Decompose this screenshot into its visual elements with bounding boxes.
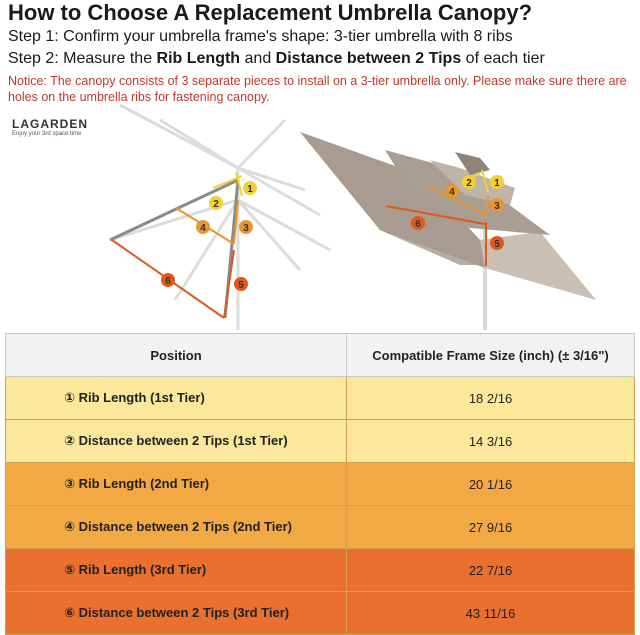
svg-text:3: 3 <box>243 223 249 234</box>
table-row: ⑥ Distance between 2 Tips (3rd Tier) 43 1… <box>5 591 635 635</box>
marker-1: 1 <box>243 181 257 195</box>
measure-markers: 1 2 3 4 5 6 1 2 3 4 5 6 <box>161 175 504 291</box>
table-row: ④ Distance between 2 Tips (2nd Tier) 27 9… <box>5 505 635 549</box>
step-2-text: Step 2: Measure the Rib Length and Dista… <box>8 50 545 68</box>
spec-table: Position Compatible Frame Size (inch) (±… <box>5 333 635 635</box>
step-2-rib-length: Rib Length <box>156 50 241 67</box>
spec-table-header: Position Compatible Frame Size (inch) (±… <box>5 333 635 377</box>
marker-2: 2 <box>462 175 476 189</box>
frame-line-3 <box>233 199 239 245</box>
brand-logo: LAGARDEN Enjoy your 3rd space time <box>12 117 88 137</box>
notice-text: Notice: The canopy consists of 3 separat… <box>8 74 627 104</box>
logo-tagline: Enjoy your 3rd space time <box>12 131 82 137</box>
size-cell: 20 1/16 <box>346 462 635 506</box>
canopy-line-4 <box>424 184 487 216</box>
position-cell: ① Rib Length (1st Tier) <box>5 376 347 420</box>
position-cell: ⑥ Distance between 2 Tips (3rd Tier) <box>5 591 347 635</box>
marker-2: 2 <box>209 196 223 210</box>
svg-text:4: 4 <box>200 223 206 234</box>
size-cell: 18 2/16 <box>346 376 635 420</box>
marker-5: 5 <box>490 236 504 250</box>
position-cell: ③ Rib Length (2nd Tier) <box>5 462 347 506</box>
frame-line-2 <box>212 175 243 189</box>
step-1-text: Step 1: Confirm your umbrella frame's sh… <box>8 28 513 45</box>
marker-3: 3 <box>239 220 253 234</box>
svg-text:1: 1 <box>494 178 500 189</box>
marker-6: 6 <box>411 216 425 230</box>
step-2-prefix: Step 2: Measure the <box>8 50 157 67</box>
frame-line-5 <box>223 249 235 319</box>
step-2-distance: Distance between 2 Tips <box>275 50 462 67</box>
canopy-line-1 <box>481 169 489 193</box>
table-row: ⑤ Rib Length (3rd Tier) 22 7/16 <box>5 548 635 592</box>
svg-text:2: 2 <box>466 178 472 189</box>
svg-text:6: 6 <box>415 219 421 230</box>
table-row: ② Distance between 2 Tips (1st Tier) 14 3… <box>5 419 635 463</box>
position-cell: ④ Distance between 2 Tips (2nd Tier) <box>5 505 347 549</box>
size-cell: 22 7/16 <box>346 548 635 592</box>
svg-text:2: 2 <box>213 199 219 210</box>
umbrella-diagram: 1 2 3 4 5 6 1 2 3 4 5 6 <box>109 103 596 330</box>
svg-text:4: 4 <box>449 187 455 198</box>
page-title: How to Choose A Replacement Umbrella Can… <box>8 0 533 25</box>
table-row: ③ Rib Length (2nd Tier) 20 1/16 <box>5 462 635 506</box>
marker-5: 5 <box>234 277 248 291</box>
svg-text:1: 1 <box>247 184 253 195</box>
svg-text:5: 5 <box>494 239 500 250</box>
marker-6: 6 <box>161 273 175 287</box>
step-2-mid: and <box>240 50 276 67</box>
svg-text:5: 5 <box>238 280 244 291</box>
frame-diagram <box>109 103 331 330</box>
size-cell: 43 11/16 <box>346 591 635 635</box>
canopy-line-3 <box>485 195 489 219</box>
marker-4: 4 <box>196 220 210 234</box>
logo-wordmark: LAGARDEN <box>12 117 88 131</box>
position-cell: ② Distance between 2 Tips (1st Tier) <box>5 419 347 463</box>
canopy-illustration <box>300 132 596 330</box>
marker-4: 4 <box>445 184 459 198</box>
position-cell: ⑤ Rib Length (3rd Tier) <box>5 548 347 592</box>
table-row: ① Rib Length (1st Tier) 18 2/16 <box>5 376 635 420</box>
step-2-suffix: of each tier <box>461 50 545 67</box>
svg-text:6: 6 <box>165 276 171 287</box>
svg-text:3: 3 <box>494 201 500 212</box>
size-cell: 14 3/16 <box>346 419 635 463</box>
frame-line-1 <box>235 171 243 197</box>
canopy-line-6 <box>385 205 486 225</box>
col-size-header: Compatible Frame Size (inch) (± 3/16") <box>346 333 635 377</box>
marker-3: 3 <box>490 198 504 212</box>
col-position-header: Position <box>5 333 347 377</box>
size-cell: 27 9/16 <box>346 505 635 549</box>
marker-1: 1 <box>490 175 504 189</box>
